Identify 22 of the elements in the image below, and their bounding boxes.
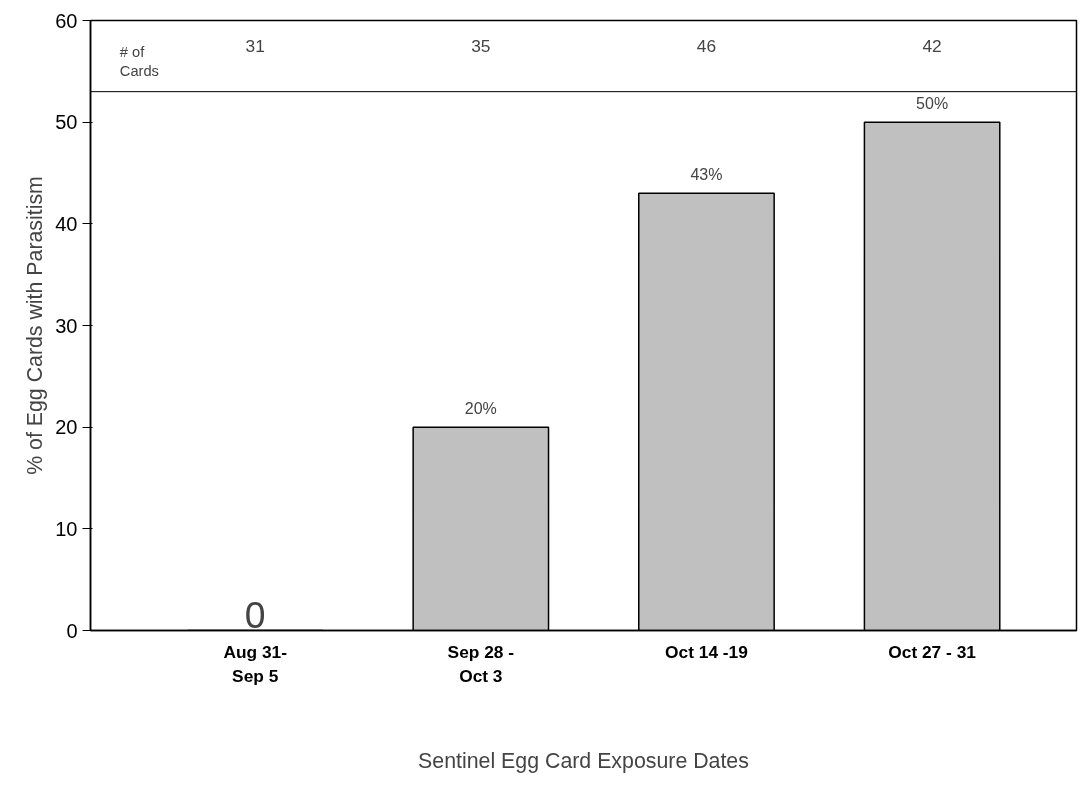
annotation: 31 [245,35,265,56]
x-axis-title: Sentinel Egg Card Exposure Dates [418,748,749,773]
x-tick-label: Oct 14 -19 [665,641,748,662]
annotation: 46 [696,35,717,56]
y-tick-label: 30 [55,314,78,337]
data-label: 0 [244,594,266,637]
data-label: 50% [916,95,949,112]
y-tick-label: 60 [55,9,78,32]
x-tick-label: Sep 28 - Oct 3 [447,641,515,686]
annotation: 42 [922,35,942,56]
y-tick-label: 50 [55,111,78,134]
x-tick-label: Aug 31- Sep 5 [223,641,288,686]
x-tick-label: Oct 27 - 31 [888,641,977,662]
annotation: # of Cards [119,43,159,79]
data-label: 20% [464,400,497,417]
y-tick-label: 0 [66,619,78,642]
y-tick-label: 10 [55,517,78,540]
y-tick-label: 20 [55,416,78,439]
annotation: 35 [471,35,491,56]
y-axis-title: % of Egg Cards with Parasitism [23,176,48,475]
data-label: 43% [690,166,723,184]
y-tick-label: 40 [55,212,78,235]
